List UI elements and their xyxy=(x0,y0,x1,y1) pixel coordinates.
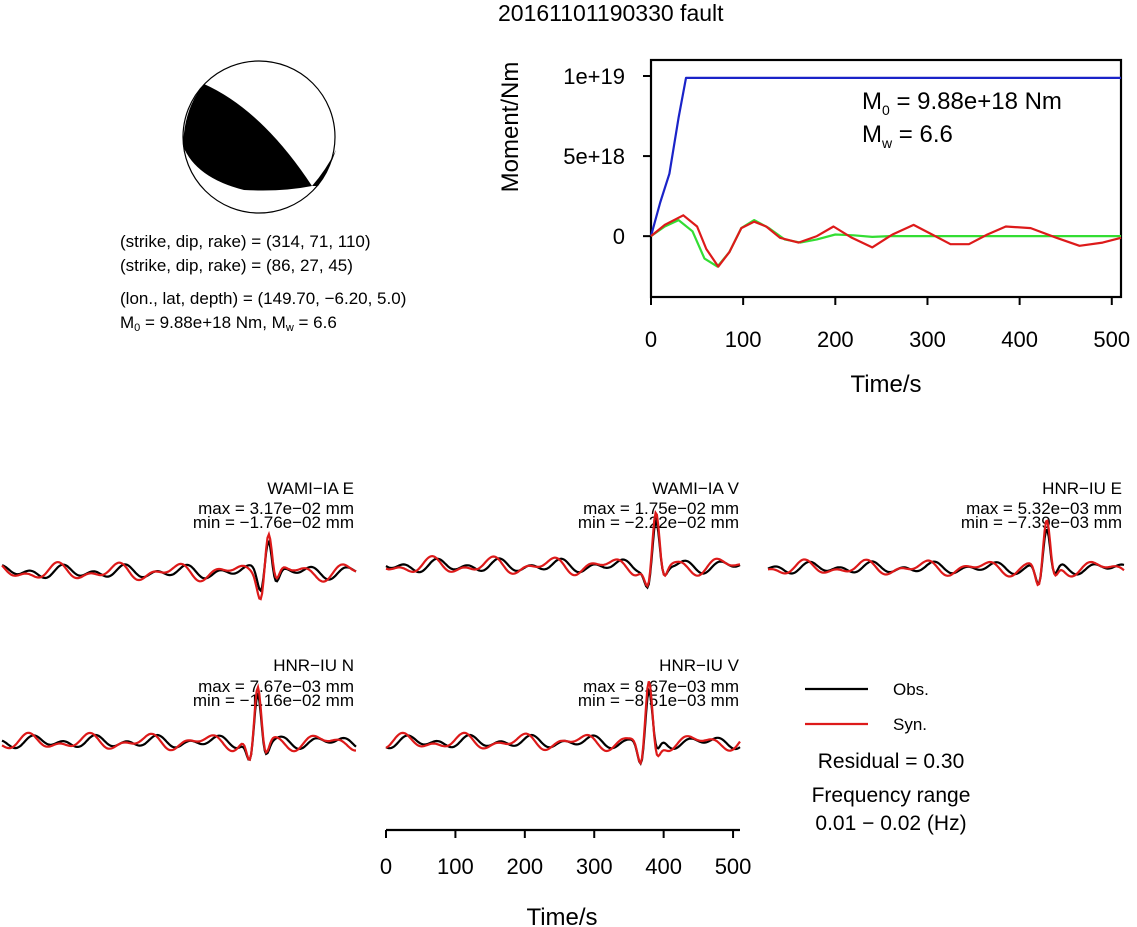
station-name-2: WAMI−IA V xyxy=(652,479,739,498)
waveform-obs-3 xyxy=(767,528,1125,585)
station-max-4: max = 7.67e−03 mm xyxy=(198,677,354,696)
moment-xtick-label: 100 xyxy=(725,327,762,352)
waveform-obs-1 xyxy=(1,539,357,593)
waveform-xtick-label: 100 xyxy=(437,854,474,879)
moment-annotation-mw: Mw = 6.6 xyxy=(862,121,953,151)
station-name-3: HNR−IU E xyxy=(1042,479,1122,498)
frequency-value: 0.01 − 0.02 (Hz) xyxy=(815,812,966,835)
moment-xtick-label: 0 xyxy=(645,327,657,352)
waveform-syn-5 xyxy=(385,680,741,766)
mechanism-moment: M0 = 9.88e+18 Nm, Mw = 6.6 xyxy=(120,313,337,334)
moment-ylabel: Moment/Nm xyxy=(497,62,524,193)
moment-xtick-label: 400 xyxy=(1001,327,1038,352)
moment-xtick-label: 200 xyxy=(817,327,854,352)
moment-ytick-label: 0 xyxy=(613,224,625,249)
figure-title: 20161101190330 fault xyxy=(498,0,724,26)
mechanism-plane-2: (strike, dip, rake) = (86, 27, 45) xyxy=(120,256,353,275)
station-max-2: max = 1.75e−02 mm xyxy=(583,499,739,518)
waveform-xtick-label: 0 xyxy=(380,854,392,879)
station-min-1: min = −1.76e−02 mm xyxy=(192,513,354,532)
waveform-obs-4 xyxy=(1,691,357,761)
legend-syn-label: Syn. xyxy=(893,715,927,734)
station-min-5: min = −8.51e−03 mm xyxy=(577,691,739,710)
moment-plot-frame xyxy=(649,58,1123,299)
station-max-5: max = 8.67e−03 mm xyxy=(583,677,739,696)
beachball-compression-quadrant xyxy=(183,84,312,191)
waveform-obs-2 xyxy=(385,519,741,590)
moment-annotation-m0: M0 = 9.88e+18 Nm xyxy=(862,88,1062,118)
moment-xtick-label: 300 xyxy=(909,327,946,352)
station-name-1: WAMI−IA E xyxy=(267,479,354,498)
station-max-1: max = 3.17e−02 mm xyxy=(198,499,354,518)
waveform-xtick-label: 400 xyxy=(645,854,682,879)
waveform-syn-4 xyxy=(1,683,356,762)
frequency-label: Frequency range xyxy=(812,784,971,807)
waveform-syn-2 xyxy=(385,509,741,588)
moment-xlabel: Time/s xyxy=(850,371,921,398)
beachball xyxy=(182,60,336,214)
moment-xtick-label: 500 xyxy=(1093,327,1130,352)
station-min-4: min = −1.16e−02 mm xyxy=(192,691,354,710)
moment-ytick-label: 5e+18 xyxy=(563,144,625,169)
station-name-5: HNR−IU V xyxy=(659,656,739,675)
legend-obs-label: Obs. xyxy=(893,680,929,699)
mechanism-plane-1: (strike, dip, rake) = (314, 71, 110) xyxy=(120,232,371,251)
waveform-xtick-label: 500 xyxy=(715,854,752,879)
waveform-obs-5 xyxy=(385,687,741,766)
mechanism-location: (lon., lat, depth) = (149.70, −6.20, 5.0… xyxy=(120,289,407,308)
moment-series-line-2 xyxy=(650,219,1121,268)
moment-series-line-1 xyxy=(649,76,1121,237)
station-name-4: HNR−IU N xyxy=(273,656,354,675)
residual-text: Residual = 0.30 xyxy=(818,750,965,773)
station-min-3: min = −7.39e−03 mm xyxy=(960,513,1122,532)
waveform-xlabel: Time/s xyxy=(526,904,597,927)
waveform-xtick-label: 200 xyxy=(506,854,543,879)
station-max-3: max = 5.32e−03 mm xyxy=(966,499,1122,518)
waveform-xtick-label: 300 xyxy=(576,854,613,879)
waveform-time-axis: 0 100 200 300 400 500 xyxy=(380,828,752,879)
waveform-syn-3 xyxy=(767,519,1125,587)
moment-series-line-3 xyxy=(650,214,1122,268)
moment-ytick-label: 1e+19 xyxy=(563,64,625,89)
waveform-syn-1 xyxy=(1,530,357,601)
